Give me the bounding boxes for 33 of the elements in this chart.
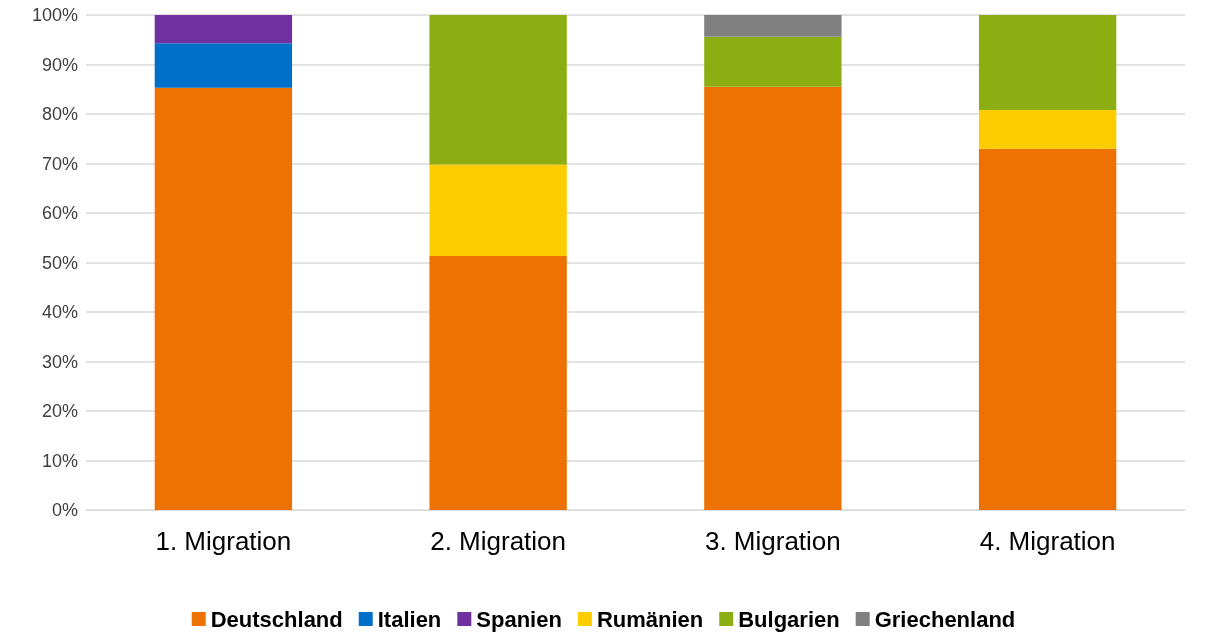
bar — [429, 256, 567, 510]
x-tick-label: 1. Migration — [155, 526, 292, 556]
y-tick-label: 40% — [41, 302, 78, 322]
bar — [704, 86, 842, 510]
legend-label: Spanien — [476, 606, 562, 632]
legend-label: Rumänien — [596, 606, 704, 632]
y-tick-label: 50% — [41, 252, 78, 273]
x-tick-label: 2. Migration — [430, 526, 567, 556]
bar — [429, 164, 567, 257]
bar — [978, 110, 1117, 149]
y-tick-label: 60% — [41, 203, 78, 223]
legend-label: Deutschland — [210, 606, 343, 632]
y-tick-label: 30% — [41, 351, 78, 372]
y-tick-label: 0% — [51, 500, 78, 520]
y-tick-label: 100% — [31, 5, 78, 25]
y-tick-label: 10% — [41, 450, 78, 471]
bar — [429, 15, 567, 165]
x-tick-label: 4. Migration — [979, 526, 1116, 556]
y-tick-label: 70% — [41, 153, 78, 174]
bar — [154, 43, 293, 88]
bar — [154, 15, 293, 44]
bar — [704, 36, 842, 87]
legend-label: Bulgarien — [738, 606, 840, 632]
y-tick-label: 90% — [41, 54, 78, 75]
bar — [978, 148, 1117, 510]
y-tick-label: 80% — [41, 104, 78, 124]
legend-label: Griechenland — [874, 606, 1016, 632]
bar — [704, 15, 842, 37]
bar — [154, 87, 293, 510]
bar — [978, 15, 1117, 111]
y-tick-label: 20% — [41, 401, 78, 421]
x-tick-label: 3. Migration — [704, 526, 841, 556]
legend-label: Italien — [377, 606, 442, 632]
